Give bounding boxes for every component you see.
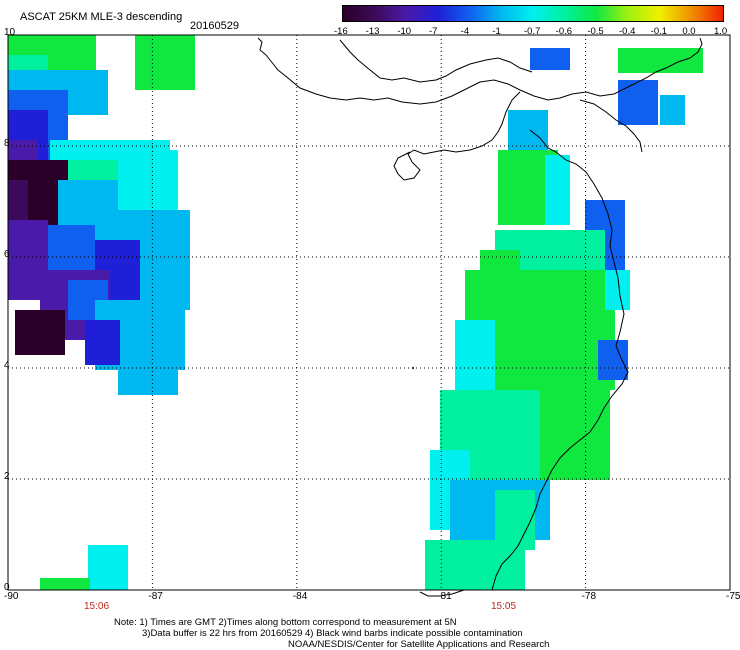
- swath-cell: [118, 150, 178, 210]
- lat-lon-grid: [7, 34, 731, 591]
- colorbar-tick-label: -4: [460, 26, 470, 37]
- latitude-label: 2: [4, 471, 10, 482]
- colorbar-tick-label: -0.5: [587, 26, 604, 37]
- swath-cell: [598, 340, 628, 380]
- colorbar-gradient: [343, 6, 723, 21]
- colorbar-tick-label: 0.0: [682, 26, 696, 37]
- island-dot: [412, 367, 414, 369]
- colorbar-tick-label: 1.0: [714, 26, 728, 37]
- coastline-pacific: [491, 129, 629, 591]
- map-title: ASCAT 25KM MLE-3 descending: [20, 11, 183, 23]
- coastline-north-west: [339, 39, 533, 83]
- colorbar-tick-label: -10: [397, 26, 412, 37]
- coastline-lower: [419, 589, 465, 597]
- latitude-label: 4: [4, 360, 10, 371]
- latitude-label: 0: [4, 582, 10, 593]
- swath-cell: [455, 320, 495, 400]
- swath-cell: [545, 155, 570, 225]
- colorbar: [342, 5, 724, 22]
- swath-cell: [508, 110, 548, 150]
- longitude-label: -87: [148, 591, 163, 602]
- longitude-label: -75: [726, 591, 740, 602]
- longitude-label: -78: [581, 591, 597, 602]
- swath-cell: [540, 390, 610, 480]
- swath-cell: [85, 320, 120, 365]
- longitude-label: -90: [4, 591, 19, 602]
- swath-cell: [480, 250, 520, 270]
- swath-cell: [118, 365, 178, 395]
- pass-time-west: 15:06: [84, 601, 110, 612]
- swath-cells: [8, 35, 703, 590]
- map-frame: [7, 34, 731, 591]
- colorbar-tick-label: -7: [429, 26, 438, 37]
- swath-cell: [15, 310, 65, 355]
- colorbar-tick-label: -13: [365, 26, 380, 37]
- coastline: [257, 37, 703, 105]
- colorbar-tick-labels: -16 -13 -10 -7 -4 -1 -0.7 -0.6 -0.5 -0.4 -0.1 0.0 1.…: [334, 26, 728, 39]
- swath-cell: [88, 545, 128, 590]
- coastline-east: [579, 99, 643, 153]
- longitude-label: -84: [292, 591, 308, 602]
- longitude-label: -81: [437, 591, 452, 602]
- map-date: 20160529: [190, 20, 239, 32]
- coastline-isthmus: [393, 91, 521, 181]
- swath-cell: [618, 48, 703, 73]
- latitude-label: 6: [4, 249, 10, 260]
- swath-cell: [40, 578, 90, 590]
- colorbar-tick-label: -0.7: [524, 26, 541, 37]
- colorbar-tick-label: -1: [492, 26, 501, 37]
- colorbar-tick-label: -0.1: [650, 26, 668, 37]
- colorbar-tick-label: -16: [334, 26, 348, 37]
- note-line-2: 3)Data buffer is 22 hrs from 20160529 4)…: [142, 628, 523, 639]
- swath-cell: [660, 95, 685, 125]
- pass-time-east: 15:05: [491, 601, 517, 612]
- swath-cell: [618, 80, 658, 125]
- swath-cell: [425, 540, 525, 590]
- latitude-label: 8: [4, 138, 10, 149]
- latitude-label: 10: [4, 27, 16, 38]
- note-line-3: NOAA/NESDIS/Center for Satellite Applica…: [288, 639, 550, 650]
- swath-cell: [135, 35, 195, 90]
- swath-cell: [530, 48, 570, 70]
- colorbar-tick-label: -0.6: [555, 26, 573, 37]
- swath-cell: [48, 225, 98, 275]
- colorbar-tick-label: -0.4: [619, 26, 636, 37]
- note-line-1: Note: 1) Times are GMT 2)Times along bot…: [114, 617, 457, 628]
- swath-cell: [8, 180, 28, 230]
